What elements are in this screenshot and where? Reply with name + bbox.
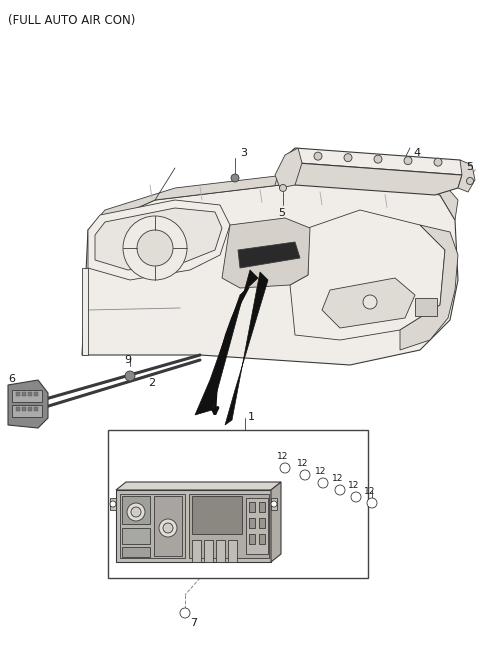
Bar <box>415 298 437 316</box>
Circle shape <box>467 178 473 184</box>
Bar <box>216 540 225 562</box>
Circle shape <box>367 498 377 508</box>
Polygon shape <box>222 218 310 288</box>
Polygon shape <box>116 482 281 490</box>
Bar <box>28 392 32 396</box>
Polygon shape <box>8 380 48 428</box>
Polygon shape <box>322 278 415 328</box>
Bar <box>122 547 150 557</box>
Circle shape <box>180 608 190 618</box>
Bar <box>16 392 20 396</box>
Bar <box>192 496 242 534</box>
Circle shape <box>314 152 322 160</box>
Polygon shape <box>271 498 277 510</box>
Circle shape <box>280 463 290 473</box>
Text: 5: 5 <box>278 208 285 218</box>
Text: 5: 5 <box>466 162 473 172</box>
Text: 12: 12 <box>332 474 343 483</box>
Polygon shape <box>290 210 445 340</box>
Bar <box>154 496 182 556</box>
Circle shape <box>123 216 187 280</box>
Text: 6: 6 <box>8 374 15 384</box>
Circle shape <box>125 371 135 381</box>
Text: 1: 1 <box>248 412 255 422</box>
Bar <box>16 407 20 411</box>
Circle shape <box>374 155 382 163</box>
Text: 12: 12 <box>364 487 375 496</box>
Bar <box>204 540 213 562</box>
Polygon shape <box>88 200 230 280</box>
Polygon shape <box>195 270 258 415</box>
Circle shape <box>363 295 377 309</box>
Text: 12: 12 <box>315 467 326 476</box>
Bar <box>249 518 255 528</box>
Bar <box>34 407 38 411</box>
Text: 2: 2 <box>148 378 155 388</box>
Polygon shape <box>275 148 302 188</box>
Circle shape <box>131 507 141 517</box>
Text: 3: 3 <box>240 148 247 158</box>
Circle shape <box>163 523 173 533</box>
Bar <box>228 540 237 562</box>
Bar <box>189 494 269 558</box>
Text: 9: 9 <box>124 355 131 365</box>
Bar <box>259 502 265 512</box>
Circle shape <box>137 230 173 266</box>
Bar <box>120 494 185 558</box>
Circle shape <box>404 157 412 165</box>
Text: 12: 12 <box>277 452 288 461</box>
Polygon shape <box>88 168 458 230</box>
Polygon shape <box>225 272 268 425</box>
Bar <box>249 502 255 512</box>
Polygon shape <box>458 160 475 192</box>
Bar <box>22 407 26 411</box>
Bar <box>108 430 368 578</box>
Polygon shape <box>82 268 88 355</box>
Bar <box>22 392 26 396</box>
Polygon shape <box>238 242 300 268</box>
Polygon shape <box>285 156 462 195</box>
Polygon shape <box>110 498 116 510</box>
Circle shape <box>271 501 277 507</box>
Bar <box>192 540 201 562</box>
Bar <box>12 390 42 402</box>
Bar <box>259 518 265 528</box>
Bar <box>122 528 150 544</box>
Bar <box>34 392 38 396</box>
Bar <box>12 405 42 417</box>
Circle shape <box>127 503 145 521</box>
Circle shape <box>231 174 239 182</box>
Text: (FULL AUTO AIR CON): (FULL AUTO AIR CON) <box>8 14 135 27</box>
Text: 12: 12 <box>297 459 308 468</box>
Bar <box>259 534 265 544</box>
Circle shape <box>159 519 177 537</box>
Circle shape <box>300 470 310 480</box>
Circle shape <box>110 501 116 507</box>
Circle shape <box>279 184 287 192</box>
Text: 12: 12 <box>348 481 360 490</box>
Bar <box>122 496 150 524</box>
Text: 4: 4 <box>413 148 420 158</box>
Bar <box>28 407 32 411</box>
Polygon shape <box>271 482 281 562</box>
Circle shape <box>344 154 352 161</box>
Text: 7: 7 <box>190 618 197 628</box>
Circle shape <box>434 158 442 166</box>
Bar <box>246 498 268 554</box>
Polygon shape <box>95 208 222 270</box>
Polygon shape <box>400 225 458 350</box>
Circle shape <box>351 492 361 502</box>
Polygon shape <box>116 490 271 562</box>
Polygon shape <box>82 178 458 365</box>
Circle shape <box>318 478 328 488</box>
Bar <box>249 534 255 544</box>
Circle shape <box>335 485 345 495</box>
Polygon shape <box>286 148 468 175</box>
